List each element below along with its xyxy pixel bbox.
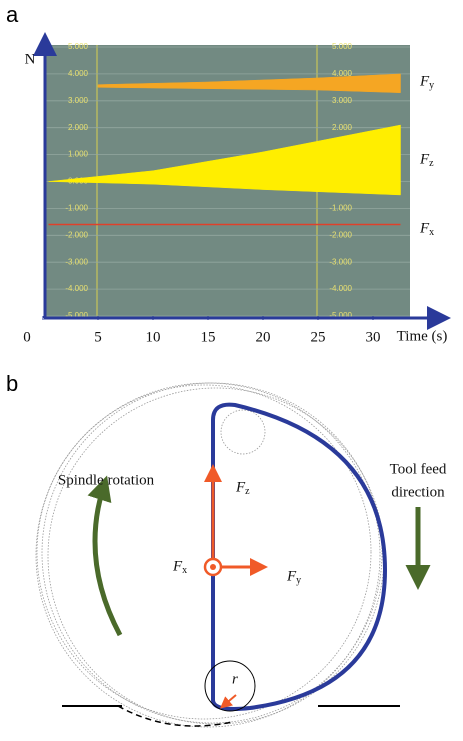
feed-label: direction (391, 484, 445, 500)
panel-label: a (6, 2, 19, 27)
y-tick-label: -3.000 (329, 257, 352, 266)
y-tick-label: 2.000 (68, 123, 89, 132)
x-tick-label: 5 (94, 329, 102, 345)
rotation-arrow (87, 475, 123, 637)
y-tick-label: -1.000 (65, 204, 88, 213)
tool-path (211, 402, 388, 711)
fx-dot (210, 564, 216, 570)
dotted-circles (35, 382, 385, 728)
y-tick-label: -1.000 (329, 204, 352, 213)
y-tick-label: 5.000 (332, 42, 353, 51)
radius-arrow (219, 694, 237, 709)
x-tick-label: 15 (201, 329, 216, 345)
x-tick-label: 10 (146, 329, 161, 345)
series-label: Fz (419, 151, 434, 169)
series-label: Fy (419, 73, 434, 91)
force-label: Fx (172, 558, 187, 576)
signal-band (48, 124, 401, 196)
y-tick-label: 4.000 (68, 69, 89, 78)
tool-circle (204, 660, 256, 712)
y-tick-label: 3.000 (68, 96, 89, 105)
radius-label: r (232, 671, 238, 687)
y-tick-label: -3.000 (65, 257, 88, 266)
x-tick-label: 30 (366, 329, 381, 345)
panel-label: b (6, 371, 18, 396)
x-tick-label: 0 (23, 329, 31, 345)
feed-label: Tool feed (390, 461, 447, 477)
y-tick-label: -2.000 (65, 230, 88, 239)
y-tick-label: -5.000 (65, 311, 88, 320)
y-tick-label: -2.000 (329, 230, 352, 239)
force-label: Fy (286, 568, 301, 586)
y-tick-label: -4.000 (65, 284, 88, 293)
y-tick-label: -5.000 (329, 311, 352, 320)
force-chart: a N Time (s) 5.000 5.000 4.000 4.000 3.000 3.… (6, 2, 451, 345)
series-label: Fx (419, 220, 434, 238)
tool-path-diagram: b Spindle rotation Tool feed direction F… (6, 371, 447, 728)
x-tick-label: 25 (311, 329, 326, 345)
y-tick-label: 2.000 (332, 123, 353, 132)
y-axis-label: N (25, 51, 36, 67)
y-tick-label: 1.000 (68, 150, 89, 159)
y-tick-label: 4.000 (332, 69, 353, 78)
spindle-label: Spindle rotation (58, 472, 155, 488)
x-tick-label: 20 (256, 329, 271, 345)
y-tick-label: -4.000 (329, 284, 352, 293)
y-tick-label: 5.000 (68, 42, 89, 51)
force-label: Fz (235, 479, 250, 497)
y-tick-label: 3.000 (332, 96, 353, 105)
signal-band (97, 73, 401, 93)
x-axis-label: Time (s) (397, 328, 448, 344)
dashed-cut (117, 705, 233, 727)
